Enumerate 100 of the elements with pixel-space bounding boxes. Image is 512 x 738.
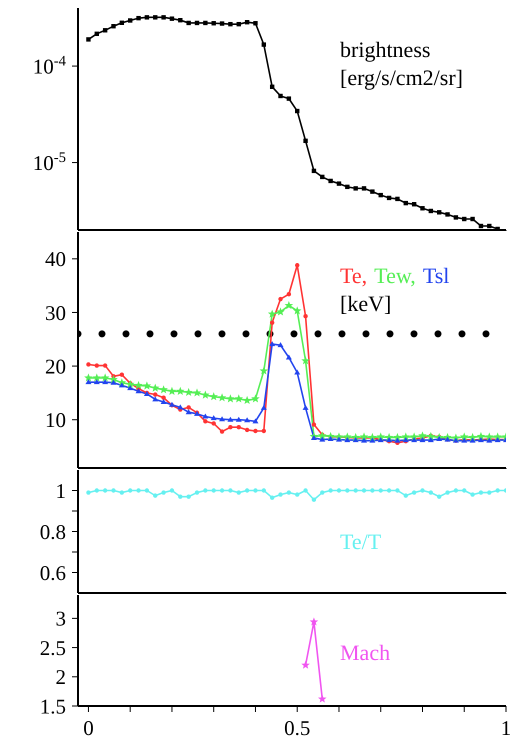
point <box>286 96 292 101</box>
x-tick-label: 1 <box>500 716 512 738</box>
point <box>278 296 283 302</box>
point <box>276 307 285 316</box>
point <box>395 196 400 202</box>
point <box>487 224 492 228</box>
point <box>487 490 492 495</box>
point <box>111 488 116 493</box>
point <box>120 490 124 495</box>
point <box>295 263 300 268</box>
point <box>212 421 216 426</box>
point <box>310 617 318 626</box>
point <box>212 21 216 26</box>
point <box>270 320 274 325</box>
point <box>220 21 224 26</box>
point <box>86 37 91 42</box>
point <box>295 108 300 114</box>
point <box>436 494 442 499</box>
point <box>186 409 192 414</box>
point <box>462 488 466 493</box>
point <box>228 488 233 493</box>
point <box>209 392 218 400</box>
point <box>462 216 466 222</box>
point <box>312 498 316 502</box>
point <box>394 438 400 443</box>
point <box>270 84 274 89</box>
point <box>303 138 308 144</box>
series-label: Mach <box>340 640 390 665</box>
y-tick-label: 10$^{-5}$ <box>32 150 66 175</box>
point <box>328 178 333 184</box>
y-tick-label: 40 <box>45 247 66 272</box>
y-tick-label: 3 <box>56 606 66 631</box>
point <box>370 488 375 493</box>
point <box>320 174 324 180</box>
point <box>386 488 392 493</box>
point <box>136 16 141 20</box>
point <box>127 385 134 390</box>
point <box>153 15 158 20</box>
point <box>244 417 250 422</box>
point <box>161 490 166 495</box>
y-tick-label: 0.8 <box>40 520 66 544</box>
point <box>136 388 142 394</box>
point <box>370 189 375 194</box>
point <box>202 414 208 419</box>
point <box>184 388 193 396</box>
point <box>186 405 191 410</box>
point <box>85 379 92 384</box>
point <box>312 422 316 427</box>
y-tick-label: 10$^{-4}$ <box>32 53 67 78</box>
point <box>386 196 392 200</box>
point <box>142 381 152 390</box>
point <box>244 20 250 24</box>
point <box>120 20 124 25</box>
point <box>220 429 224 434</box>
y-tick-label: 1.5 <box>40 694 66 718</box>
point <box>284 300 294 310</box>
point <box>260 366 268 375</box>
point <box>395 488 400 493</box>
point <box>454 215 458 220</box>
point <box>218 393 226 402</box>
point <box>286 292 292 296</box>
point <box>161 15 166 20</box>
point <box>220 488 224 493</box>
point <box>310 434 317 440</box>
point <box>144 15 150 20</box>
point <box>292 306 302 314</box>
point <box>160 399 167 404</box>
point <box>418 431 427 440</box>
point <box>111 24 116 28</box>
point <box>170 488 174 493</box>
point <box>262 488 266 493</box>
point <box>134 380 143 390</box>
point <box>203 419 208 424</box>
point <box>203 488 208 493</box>
text: Tew, <box>374 263 416 288</box>
point <box>320 490 324 495</box>
point <box>100 373 110 382</box>
point <box>353 186 358 191</box>
point <box>219 416 226 422</box>
point <box>236 416 242 422</box>
point <box>412 490 416 495</box>
point <box>345 184 350 190</box>
point <box>251 394 260 402</box>
point <box>153 392 158 397</box>
y-tick-label: 2.5 <box>40 636 66 660</box>
y-tick-label: 10 <box>45 408 66 432</box>
point <box>378 192 383 198</box>
y-tick-label: 30 <box>45 300 66 325</box>
point <box>412 202 416 206</box>
point <box>368 432 377 442</box>
point <box>136 488 141 493</box>
point <box>86 490 91 495</box>
point <box>262 42 266 47</box>
point <box>102 363 108 368</box>
point <box>404 200 408 206</box>
point <box>102 379 108 384</box>
point <box>318 694 327 703</box>
point <box>178 18 182 22</box>
point <box>362 186 366 191</box>
point <box>126 380 134 388</box>
